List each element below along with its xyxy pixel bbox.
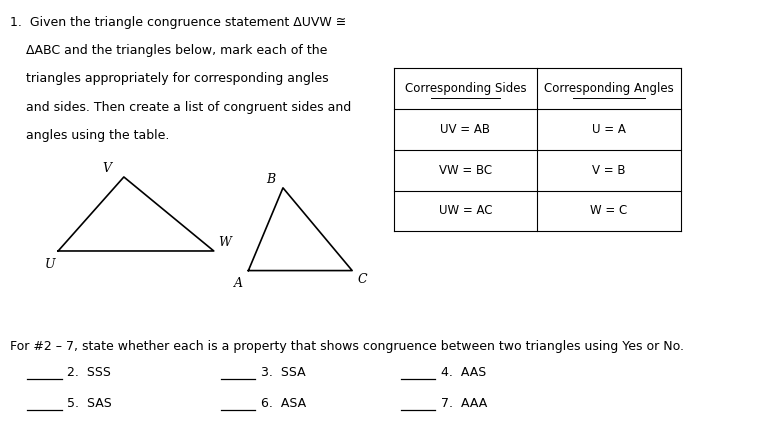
- Text: UW = AC: UW = AC: [438, 205, 492, 217]
- Text: 2.  SSS: 2. SSS: [67, 366, 111, 379]
- Text: 5.  SAS: 5. SAS: [67, 397, 112, 410]
- Text: V = B: V = B: [592, 164, 625, 177]
- Text: 1.  Given the triangle congruence statement ΔUVW ≅: 1. Given the triangle congruence stateme…: [9, 16, 346, 29]
- Text: 4.  AAS: 4. AAS: [441, 366, 486, 379]
- Text: angles using the table.: angles using the table.: [9, 129, 169, 142]
- Text: A: A: [234, 277, 243, 290]
- Text: C: C: [358, 273, 367, 286]
- Text: Corresponding Angles: Corresponding Angles: [544, 82, 674, 95]
- Text: W = C: W = C: [591, 205, 628, 217]
- Text: triangles appropriately for corresponding angles: triangles appropriately for correspondin…: [9, 72, 328, 86]
- Text: 6.  ASA: 6. ASA: [261, 397, 306, 410]
- Text: ΔABC and the triangles below, mark each of the: ΔABC and the triangles below, mark each …: [9, 44, 327, 57]
- Text: B: B: [266, 172, 275, 186]
- Text: W: W: [218, 236, 230, 249]
- Text: UV = AB: UV = AB: [441, 123, 490, 136]
- Text: and sides. Then create a list of congruent sides and: and sides. Then create a list of congrue…: [9, 101, 351, 114]
- Text: U = A: U = A: [592, 123, 626, 136]
- Text: U: U: [44, 258, 55, 270]
- Text: For #2 – 7, state whether each is a property that shows congruence between two t: For #2 – 7, state whether each is a prop…: [9, 340, 684, 353]
- Text: V: V: [102, 162, 111, 175]
- Text: 3.  SSA: 3. SSA: [261, 366, 306, 379]
- Text: 7.  AAA: 7. AAA: [441, 397, 487, 410]
- Text: VW = BC: VW = BC: [439, 164, 492, 177]
- Text: Corresponding Sides: Corresponding Sides: [404, 82, 526, 95]
